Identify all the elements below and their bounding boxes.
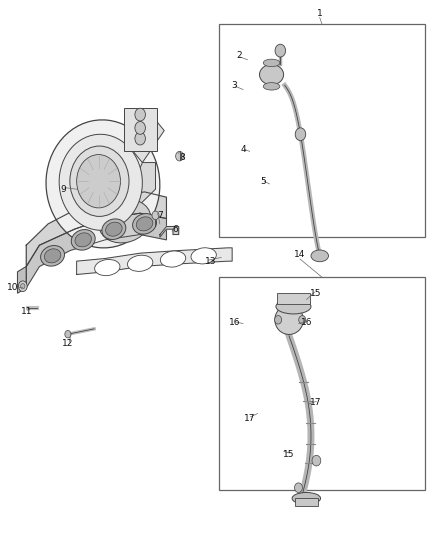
Text: 5: 5 <box>260 177 266 185</box>
Ellipse shape <box>276 299 311 314</box>
Ellipse shape <box>263 83 280 90</box>
Text: 12: 12 <box>62 340 74 348</box>
Circle shape <box>312 455 321 466</box>
Ellipse shape <box>136 217 153 231</box>
Polygon shape <box>26 213 166 288</box>
Text: 9: 9 <box>60 185 67 193</box>
Ellipse shape <box>311 250 328 262</box>
Circle shape <box>18 281 27 292</box>
Text: 8: 8 <box>179 153 185 161</box>
Text: 15: 15 <box>283 450 295 458</box>
Polygon shape <box>26 192 166 266</box>
FancyBboxPatch shape <box>124 108 157 151</box>
Polygon shape <box>18 266 26 293</box>
FancyBboxPatch shape <box>277 293 310 304</box>
Text: 1: 1 <box>317 9 323 18</box>
Circle shape <box>176 151 184 161</box>
Bar <box>219 277 425 490</box>
FancyBboxPatch shape <box>295 498 318 506</box>
Ellipse shape <box>106 222 122 236</box>
Text: 17: 17 <box>244 414 255 423</box>
Ellipse shape <box>263 59 280 67</box>
Circle shape <box>295 128 306 141</box>
Circle shape <box>65 330 71 338</box>
Text: 14: 14 <box>294 251 306 259</box>
Polygon shape <box>77 248 232 274</box>
Polygon shape <box>160 227 179 237</box>
Ellipse shape <box>75 233 92 247</box>
Text: 4: 4 <box>240 145 246 154</box>
Ellipse shape <box>70 146 129 216</box>
Ellipse shape <box>46 120 160 248</box>
Polygon shape <box>134 120 164 163</box>
Text: 2: 2 <box>236 52 241 60</box>
Ellipse shape <box>191 248 216 264</box>
Ellipse shape <box>44 249 61 263</box>
Text: 7: 7 <box>157 212 163 220</box>
Ellipse shape <box>95 260 120 276</box>
Text: 16: 16 <box>229 318 240 327</box>
Ellipse shape <box>127 255 153 271</box>
Text: 10: 10 <box>7 284 19 292</box>
Ellipse shape <box>59 134 142 230</box>
Text: 17: 17 <box>310 398 321 407</box>
Circle shape <box>135 132 145 145</box>
Circle shape <box>294 483 302 492</box>
Text: 11: 11 <box>21 308 32 316</box>
Ellipse shape <box>275 305 304 335</box>
Ellipse shape <box>99 199 151 243</box>
Ellipse shape <box>102 219 126 239</box>
Text: 3: 3 <box>231 81 237 90</box>
Circle shape <box>77 155 120 208</box>
Circle shape <box>152 211 159 220</box>
Circle shape <box>275 44 286 57</box>
Text: 16: 16 <box>301 318 312 327</box>
Ellipse shape <box>160 251 186 267</box>
Circle shape <box>135 122 145 134</box>
Circle shape <box>21 284 25 289</box>
Ellipse shape <box>292 492 321 504</box>
Text: 13: 13 <box>205 257 216 265</box>
Ellipse shape <box>41 246 64 266</box>
Ellipse shape <box>259 64 284 85</box>
Circle shape <box>299 316 306 324</box>
Text: 15: 15 <box>310 289 321 297</box>
Ellipse shape <box>71 230 95 250</box>
Ellipse shape <box>133 214 156 234</box>
Polygon shape <box>125 163 155 211</box>
Circle shape <box>135 108 145 121</box>
Bar <box>219 24 425 237</box>
Text: 6: 6 <box>172 225 178 233</box>
Circle shape <box>275 316 282 324</box>
